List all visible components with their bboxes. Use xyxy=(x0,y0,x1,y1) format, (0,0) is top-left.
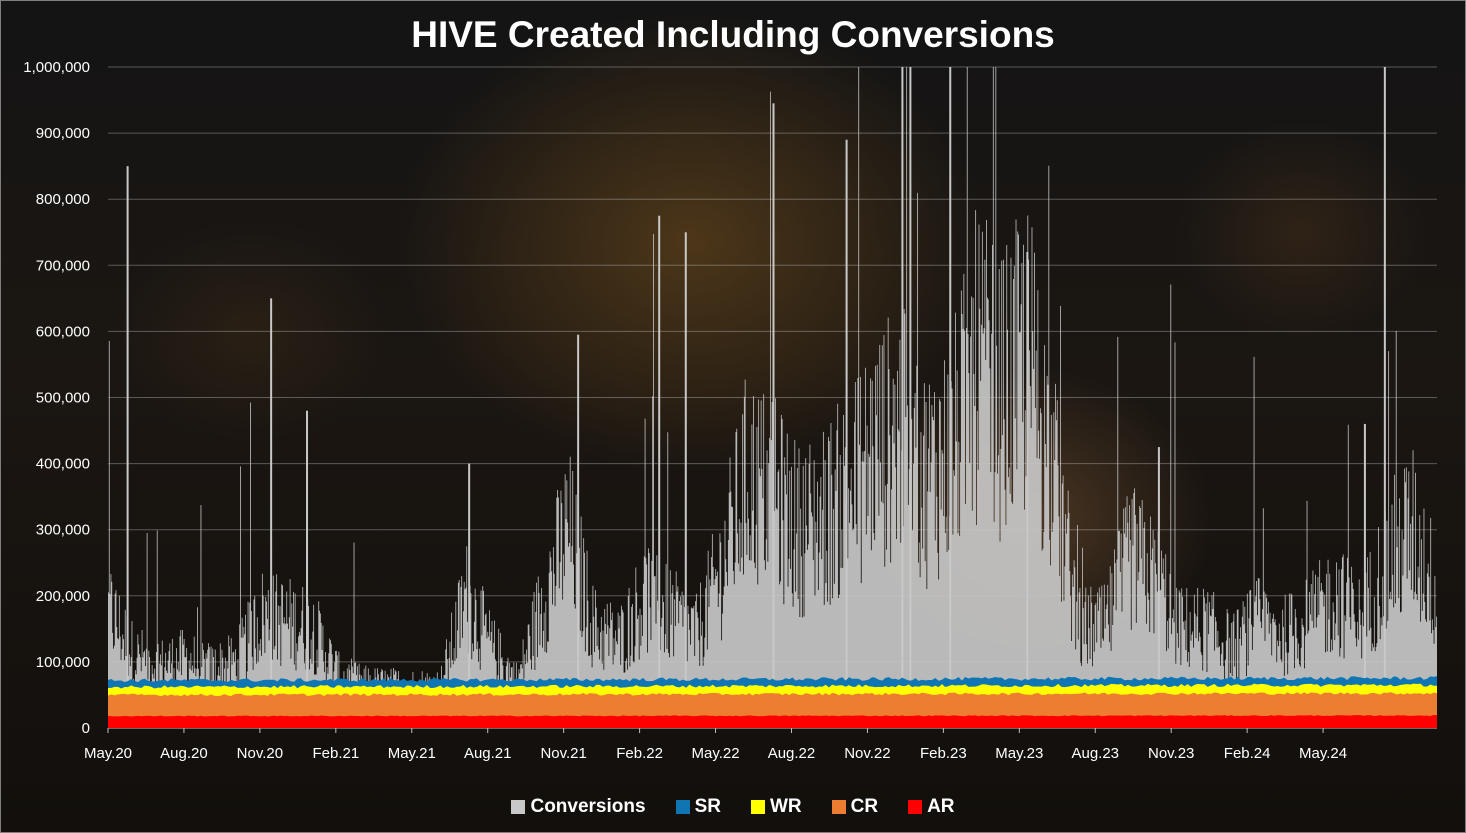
conversion-peak xyxy=(126,166,129,728)
x-tick-label: Nov.23 xyxy=(1148,745,1194,762)
x-tick-label: May.21 xyxy=(388,745,436,762)
conversion-bars xyxy=(108,67,1437,729)
conversion-peak xyxy=(909,67,912,728)
conversion-peak xyxy=(270,298,273,728)
legend-swatch-wr xyxy=(750,800,765,814)
x-tick-label: May.22 xyxy=(692,745,740,762)
x-tick-label: Aug.21 xyxy=(464,745,512,762)
conversion-peak xyxy=(658,215,661,729)
x-tick-label: May.24 xyxy=(1299,745,1347,762)
conversion-peak xyxy=(684,232,687,728)
conversion-peak xyxy=(577,334,580,728)
chart-title: HIVE Created Including Conversions xyxy=(411,14,1055,55)
conversion-peak xyxy=(1383,67,1386,728)
x-tick-label: Feb.24 xyxy=(1224,745,1271,762)
conversion-peak xyxy=(949,67,952,728)
legend-item-ar[interactable]: AR xyxy=(908,796,955,818)
x-tick-label: Nov.22 xyxy=(844,745,890,762)
legend-label-sr: SR xyxy=(694,796,721,817)
legend-swatch-ar xyxy=(908,800,923,814)
y-tick-label: 800,000 xyxy=(36,191,90,208)
legend-swatch-cr xyxy=(831,800,846,814)
conversion-peak xyxy=(901,67,904,728)
y-tick-label: 500,000 xyxy=(36,390,90,407)
x-tick-label: May.23 xyxy=(995,745,1043,762)
x-tick-label: Aug.23 xyxy=(1071,745,1119,762)
x-tick-label: Nov.21 xyxy=(540,745,586,762)
y-tick-label: 600,000 xyxy=(36,323,90,340)
x-tick-label: May.20 xyxy=(84,745,132,762)
y-tick-label: 100,000 xyxy=(36,654,90,671)
conversion-peak xyxy=(306,410,309,728)
conversion-peak xyxy=(845,139,848,728)
conversion-peak xyxy=(1026,252,1029,728)
conversion-peak xyxy=(468,463,471,728)
y-axis-ticks: 0 100,000 200,000 300,000 400,000 500,000 600,… xyxy=(23,59,90,737)
x-tick-label: Aug.22 xyxy=(768,745,816,762)
legend-label-cr: CR xyxy=(850,796,879,817)
legend-label-ar: AR xyxy=(927,796,955,817)
conversion-peak xyxy=(772,103,775,729)
y-tick-label: 900,000 xyxy=(36,125,90,142)
legend-label-conversions: Conversions xyxy=(530,796,646,817)
y-tick-label: 300,000 xyxy=(36,522,90,539)
legend: Conversions SR WR CR AR xyxy=(0,796,1466,818)
legend-swatch-sr xyxy=(675,800,690,814)
legend-item-cr[interactable]: CR xyxy=(831,796,879,818)
legend-label-wr: WR xyxy=(769,796,802,817)
x-tick-label: Feb.22 xyxy=(616,745,663,762)
x-tick-label: Feb.21 xyxy=(312,745,359,762)
legend-item-conversions[interactable]: Conversions xyxy=(511,796,646,818)
y-tick-label: 700,000 xyxy=(36,257,90,274)
stacked-reward-areas xyxy=(108,676,1437,728)
x-tick-label: Nov.20 xyxy=(237,745,283,762)
y-tick-label: 200,000 xyxy=(36,588,90,605)
conversion-peak xyxy=(1363,423,1366,728)
x-tick-label: Aug.20 xyxy=(160,745,208,762)
legend-swatch-conversions xyxy=(511,800,526,814)
y-tick-label: 0 xyxy=(82,720,90,737)
conversion-peak xyxy=(1157,447,1160,728)
legend-item-sr[interactable]: SR xyxy=(675,796,721,818)
y-tick-label: 400,000 xyxy=(36,456,90,473)
legend-item-wr[interactable]: WR xyxy=(750,796,802,818)
x-axis-ticks: May.20 Aug.20 Nov.20 Feb.21 May.21 Aug.21 Nov.… xyxy=(84,728,1347,762)
area-ar xyxy=(108,715,1437,728)
x-tick-label: Feb.23 xyxy=(920,745,967,762)
y-tick-label: 1,000,000 xyxy=(23,59,90,76)
